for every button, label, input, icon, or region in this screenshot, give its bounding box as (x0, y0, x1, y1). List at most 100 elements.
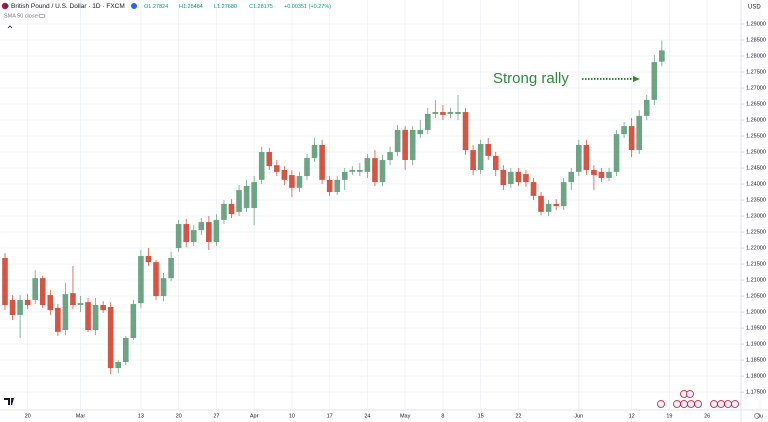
y-tick-label: 1.24500 (746, 165, 766, 171)
y-tick-label: 1.29000 (746, 21, 766, 27)
candle-body (372, 158, 378, 183)
candle-body (606, 171, 612, 178)
candle-body (394, 129, 401, 153)
grid (0, 0, 761, 410)
x-tick-label: 20 (176, 413, 182, 419)
arrow-head (633, 76, 640, 82)
candle-body (17, 299, 23, 315)
candle-body (190, 230, 197, 242)
y-tick-label: 1.19000 (746, 342, 766, 348)
candle-body (130, 304, 137, 338)
y-tick-label: 1.21500 (746, 262, 766, 268)
candle-body (417, 129, 424, 135)
x-tick-label: 26 (704, 413, 710, 419)
candle-body (409, 129, 416, 161)
y-tick-label: 1.22000 (746, 246, 766, 252)
candle-body (447, 112, 454, 114)
candle-body (553, 203, 559, 207)
candle-body (296, 176, 303, 188)
candle-body (568, 171, 575, 183)
candle-body (613, 134, 620, 172)
settings-icon[interactable] (754, 413, 760, 419)
y-tick-label: 1.28500 (746, 37, 766, 43)
candle-body (643, 99, 650, 116)
candle-body (598, 171, 605, 178)
event-icon[interactable] (724, 400, 732, 408)
event-icon[interactable] (673, 400, 681, 408)
x-tick-label: Ju (757, 413, 763, 419)
y-tick-label: 1.27000 (746, 85, 766, 91)
y-tick-label: 1.20000 (746, 310, 766, 316)
y-tick-label: 1.21000 (746, 278, 766, 284)
candle-body (379, 160, 386, 183)
candle-body (153, 262, 159, 297)
candle-body (530, 182, 537, 196)
change-value: +0.00351 (+0.27%) (284, 4, 331, 10)
y-tick-label: 1.23000 (746, 213, 766, 219)
y-tick-label: 1.24000 (746, 181, 766, 187)
candle-body (258, 152, 265, 180)
event-icon[interactable] (731, 400, 739, 408)
x-tick-label: 15 (478, 413, 484, 419)
candle-body (455, 112, 461, 114)
candle-body (32, 278, 38, 300)
candle-body (123, 337, 129, 362)
ohlc-value: C1.28175 (249, 4, 273, 10)
candle-body (85, 302, 91, 330)
eye-icon[interactable] (38, 13, 46, 19)
annotation: Strong rally (493, 70, 569, 87)
symbol-icon (4, 4, 9, 8)
candle-body (319, 144, 325, 180)
candle-body (62, 294, 69, 330)
candle-body (70, 293, 76, 306)
candle-body (9, 299, 16, 315)
candle-body (236, 190, 242, 212)
candle-body (39, 278, 46, 306)
candle-body (576, 144, 582, 172)
candle-body (107, 306, 114, 369)
candle-body (477, 144, 484, 170)
event-icon[interactable] (710, 400, 718, 408)
candle-body (24, 299, 31, 306)
candle-body (100, 305, 106, 311)
candle-body (311, 144, 318, 159)
event-icon[interactable] (687, 400, 695, 408)
candle-body (636, 115, 642, 151)
candle-body (357, 169, 363, 172)
candles (2, 40, 665, 375)
event-icon[interactable] (686, 390, 694, 398)
ohlc-value: O1.27824 (144, 4, 168, 10)
y-tick-label: 1.27500 (746, 69, 766, 75)
event-icon[interactable] (694, 400, 702, 408)
candle-body (228, 203, 235, 215)
candle-body (221, 203, 227, 220)
candle-body (77, 303, 84, 306)
status-icon (131, 3, 137, 9)
indicator-label: SMA 50 close (4, 13, 38, 19)
candle-body (523, 174, 529, 183)
tv-logo[interactable] (4, 398, 14, 405)
candle-body (266, 152, 273, 167)
candle-body (274, 165, 280, 172)
collapse-icon[interactable] (7, 25, 13, 29)
chart-title: British Pound / U.S. Dollar · 1D · FXCM (11, 3, 125, 10)
x-tick-label: Apr (250, 413, 259, 419)
candle-body (168, 257, 174, 279)
candle-body (485, 144, 491, 156)
candle-body (462, 112, 469, 151)
x-tick-label: 8 (441, 413, 444, 419)
event-icon[interactable] (717, 400, 725, 408)
event-icon[interactable] (680, 400, 688, 408)
x-tick-label: 17 (327, 413, 333, 419)
candle-body (183, 224, 189, 242)
candle-body (206, 222, 212, 242)
candle-body (2, 257, 8, 306)
candle-body (659, 50, 665, 62)
x-tick-label: 20 (25, 413, 31, 419)
candle-body (621, 126, 627, 135)
y-tick-label: 1.17500 (746, 390, 766, 396)
candle-body (387, 152, 393, 161)
y-tick-label: 1.28000 (746, 53, 766, 59)
candle-body (251, 182, 257, 209)
event-icon[interactable] (657, 400, 665, 408)
